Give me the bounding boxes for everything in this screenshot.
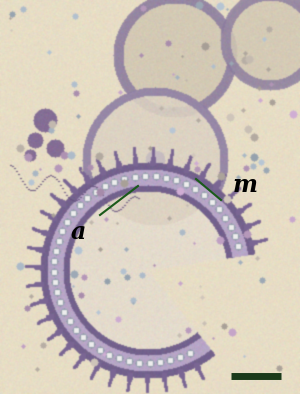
Text: a: a [70,220,86,244]
Text: m: m [232,173,257,197]
